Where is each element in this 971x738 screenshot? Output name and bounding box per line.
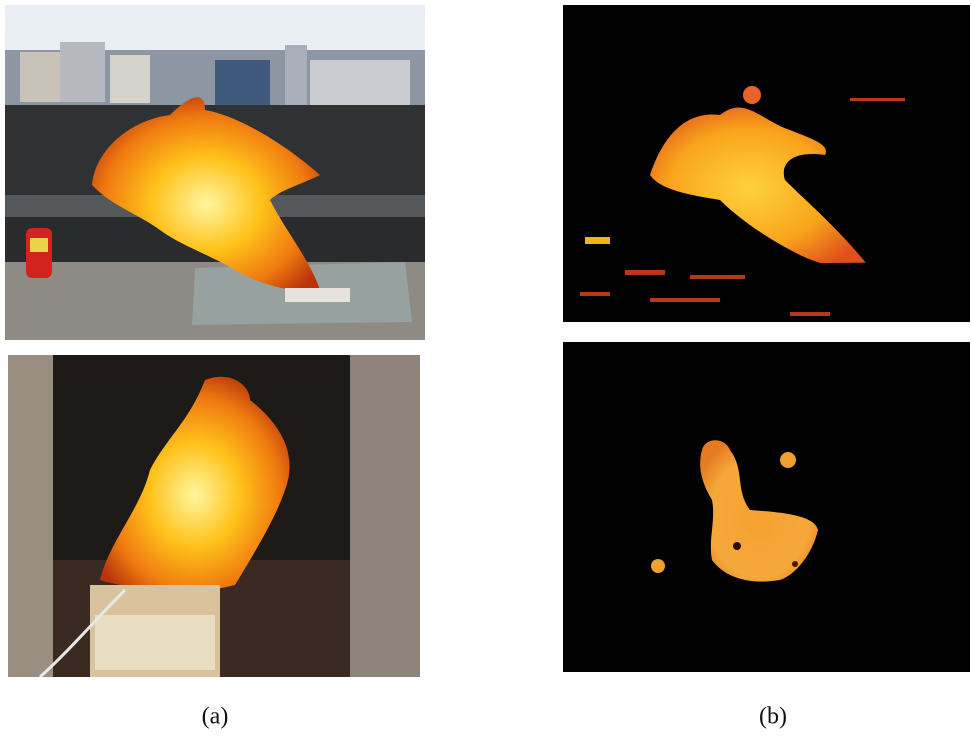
segmentation-outdoor [563, 5, 970, 322]
figure: (a) (b) [0, 0, 971, 738]
caption-a: (a) [202, 704, 229, 730]
photo-outdoor-fire [5, 5, 425, 340]
caption-b: (b) [759, 704, 787, 730]
segmentation-indoor [563, 342, 970, 672]
photo-indoor-fire [8, 355, 420, 677]
